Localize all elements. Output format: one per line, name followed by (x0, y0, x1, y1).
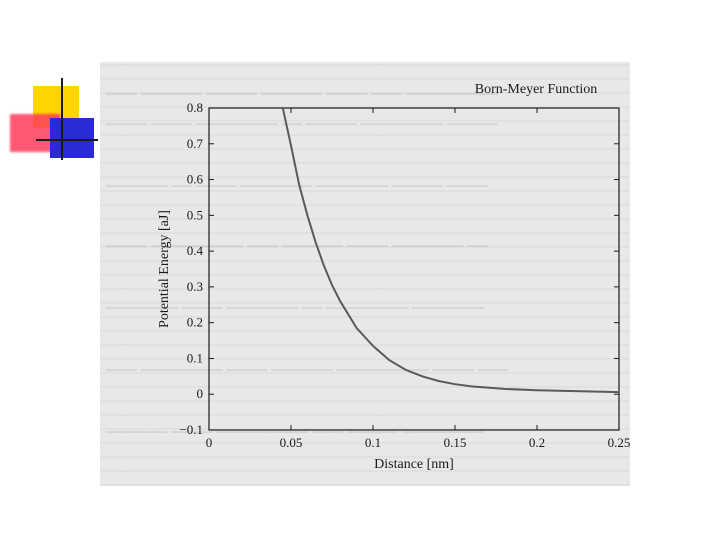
x-tick-label: 0 (206, 435, 213, 450)
y-tick-label: 0 (197, 386, 204, 401)
bleed-through-text: ▁▁▁▁▁▁ ▁▁▁▁ ▁▁▁▁▁▁▁▁▁ ▁▁▁ ▁▁▁▁▁ ▁▁▁▁▁▁▁▁ (106, 418, 485, 433)
chart-title: Born-Meyer Function (475, 82, 597, 97)
bleed-through-text: ▁▁▁▁▁▁ ▁▁ ▁▁▁▁ ▁▁▁▁▁▁▁ ▁▁▁▁▁▁▁ ▁▁▁▁▁ ▁▁▁… (106, 172, 488, 187)
y-tick-label: 0.6 (187, 172, 204, 187)
born-meyer-curve (281, 107, 620, 394)
plot-frame (208, 107, 620, 431)
bleed-through-text: ▁▁▁▁ ▁▁▁▁▁▁▁▁▁ ▁▁▁ ▁▁▁▁▁▁ ▁▁▁▁ ▁▁▁▁▁▁▁ ▁… (106, 232, 488, 247)
x-axis: 0 0.05 0.1 0.15 0.2 0.25 (206, 108, 630, 450)
logo-mark (0, 0, 110, 170)
x-tick-label: 0.1 (365, 435, 381, 450)
bleed-through-text: ▁▁▁▁ ▁▁▁▁ ▁▁▁▁▁▁▁▁ ▁▁ ▁▁▁▁▁ ▁▁▁▁▁▁▁▁ ▁▁▁… (106, 110, 499, 125)
bleed-through-text: ▁▁▁ ▁▁▁▁▁▁▁▁ ▁▁▁▁ ▁▁▁▁▁▁ ▁▁▁▁▁▁▁▁▁ ▁▁▁▁ … (106, 356, 509, 371)
y-tick-label: 0.5 (187, 207, 203, 222)
logo-blue-square (50, 118, 94, 158)
x-tick-label: 0.05 (280, 435, 303, 450)
scanned-page-background: ▁▁▁ ▁▁▁▁▁▁ ▁▁▁▁▁ ▁▁▁▁▁▁ ▁▁▁▁ ▁▁▁ ▁▁▁▁▁▁▁… (100, 62, 630, 486)
logo-horizontal-line (36, 139, 98, 141)
y-tick-label: 0.3 (187, 279, 203, 294)
logo-vertical-line (61, 78, 63, 160)
x-tick-label: 0.2 (529, 435, 545, 450)
y-axis-label: Potential Energy [aJ] (157, 210, 172, 328)
y-tick-label: 0.2 (187, 315, 203, 330)
y-axis: −0.1 0 0.1 0.2 0.3 0.4 0.5 0.6 0.7 0.8 (179, 100, 619, 437)
y-tick-label: 0.4 (187, 243, 204, 258)
bleed-through-text: ▁▁▁ ▁▁▁▁▁▁ ▁▁▁▁▁ ▁▁▁▁▁▁ ▁▁▁▁ ▁▁▁ ▁▁▁▁▁▁▁… (106, 80, 499, 95)
y-tick-label: 0.8 (187, 100, 203, 115)
x-tick-label: 0.15 (444, 435, 467, 450)
x-tick-label: 0.25 (608, 435, 630, 450)
born-meyer-chart: Born-Meyer Function 0 0.05 0.1 0.15 0.2 0.25 … (157, 82, 630, 472)
x-axis-label: Distance [nm] (374, 457, 454, 472)
y-tick-label: −0.1 (179, 422, 203, 437)
y-tick-label: 0.7 (187, 136, 204, 151)
y-tick-label: 0.1 (187, 350, 203, 365)
bleed-through-text: ▁▁▁▁▁▁▁ ▁▁▁▁ ▁▁▁▁▁▁▁ ▁▁ ▁▁▁▁▁▁▁▁ ▁▁▁▁▁▁▁ (106, 294, 485, 309)
